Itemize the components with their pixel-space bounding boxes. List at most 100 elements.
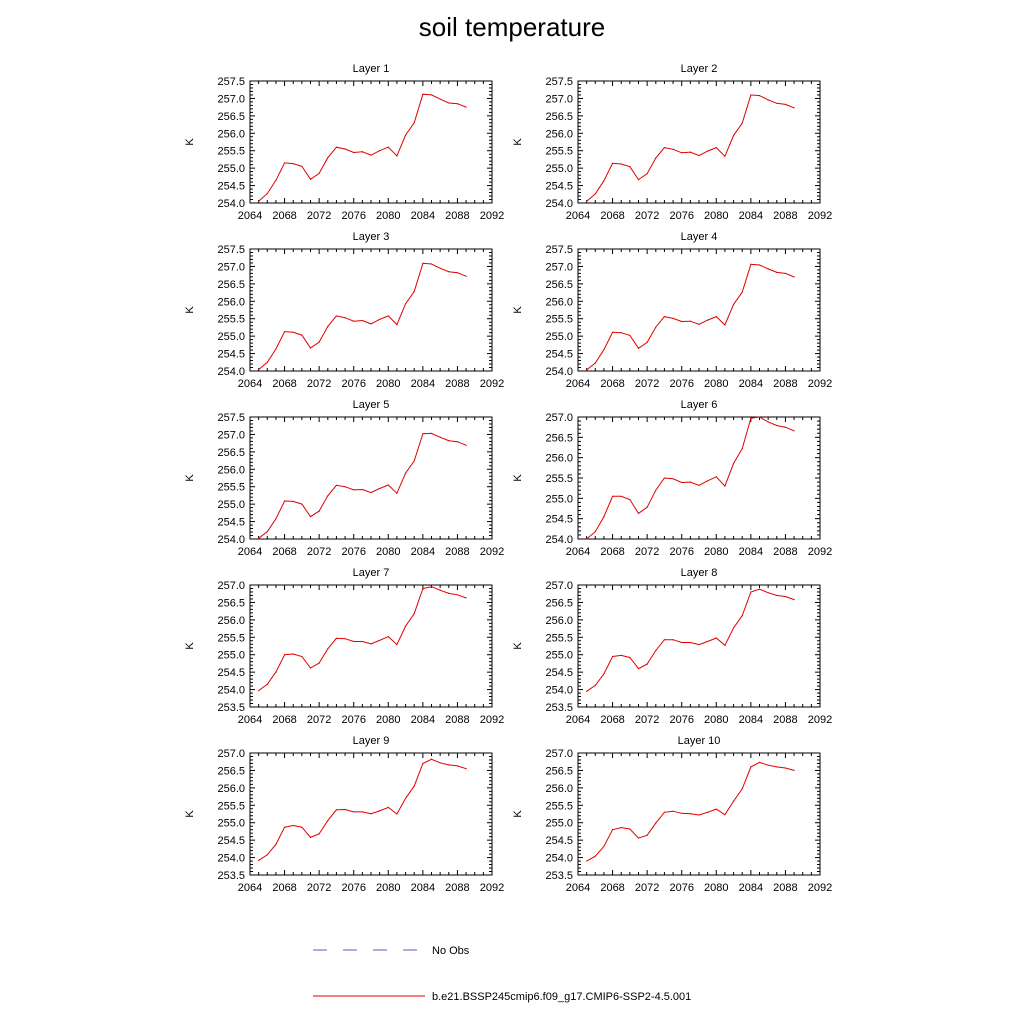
panel-4-series-line	[586, 263, 795, 371]
panel-6-xtick-label: 2092	[808, 546, 832, 558]
panel-5-data-point	[465, 444, 467, 446]
panel-1-data-point	[309, 178, 312, 180]
panel-10-ytick-label: 255.5	[545, 800, 573, 812]
panel-6-data-point	[767, 421, 769, 423]
panel-9-ytick-label: 256.0	[217, 783, 245, 795]
panel-3-data-point	[361, 319, 363, 322]
panel-9-data-point	[379, 810, 381, 812]
panel-10-data-point	[707, 811, 709, 813]
panel-9-data-point	[448, 764, 450, 766]
panel-4-ytick-label: 256.0	[545, 296, 573, 308]
panel-6-data-point	[603, 516, 605, 518]
panel-2-title: Layer 2	[681, 63, 718, 75]
panel-9-data-point	[456, 765, 459, 767]
panel-2-ytick-label: 256.5	[545, 111, 573, 123]
panel-10-xtick-label: 2072	[635, 882, 659, 894]
panel-6-ytick-label: 255.5	[545, 473, 573, 485]
panel-7-ytick-label: 257.0	[217, 580, 245, 592]
panel-3-data-point	[266, 361, 268, 363]
panel-6-data-point	[707, 480, 709, 482]
panel-5-ytick-label: 256.5	[217, 447, 245, 459]
panel-1-data-point	[335, 146, 338, 148]
panel-7-ytick-label: 256.0	[217, 615, 245, 627]
panel-4-data-point	[655, 326, 657, 328]
panel-1-data-point	[422, 93, 424, 95]
panel-3-xtick-label: 2068	[272, 378, 296, 390]
panel-4-ytick-label: 255.0	[545, 331, 573, 343]
panel-6-ytick-label: 255.0	[545, 493, 573, 505]
panel-3-data-point	[439, 267, 441, 269]
panel-3-data-point	[327, 325, 329, 327]
panel-10-data-point	[681, 812, 683, 814]
panel-2-data-point	[793, 107, 795, 109]
panel-6-data-point	[663, 477, 666, 479]
panel-5-data-point	[396, 492, 398, 494]
panel-1-data-point	[370, 154, 372, 156]
panel-6-data-point	[637, 512, 640, 514]
panel-5-data-point	[448, 440, 450, 442]
panel-7-data-point	[370, 643, 372, 645]
panel-7-xtick-label: 2068	[272, 714, 296, 726]
panel-5-ytick-label: 254.5	[217, 517, 245, 529]
panel-3-data-point	[292, 331, 294, 333]
panel-8-data-point	[724, 644, 726, 646]
panel-6-data-point	[594, 531, 596, 533]
panel-9-xtick-label: 2088	[445, 882, 469, 894]
panel-2-frame	[577, 80, 821, 204]
panel-7-xtick-label: 2092	[480, 714, 504, 726]
panel-2-ytick-label: 257.5	[545, 76, 573, 88]
panel-5-data-point	[413, 460, 415, 462]
panel-2-data-point	[681, 152, 683, 154]
panel-5-data-point	[309, 516, 312, 518]
panel-7-data-point	[309, 667, 312, 669]
panel-4-xtick-label: 2064	[566, 378, 590, 390]
panel-8-data-point	[732, 627, 735, 629]
panel-9-data-point	[396, 813, 398, 815]
panel-8-data-point	[629, 656, 631, 659]
panel-8-data-point	[586, 690, 588, 692]
panel-6-ylabel: K	[512, 474, 524, 482]
panel-8-xtick-label: 2076	[669, 714, 693, 726]
panel-8-ytick-label: 257.0	[545, 580, 573, 592]
panel-1-data-point	[327, 157, 329, 159]
panel-8-data-point	[655, 649, 657, 652]
panel-4-data-point	[732, 303, 735, 306]
panel-9-ytick-label: 255.0	[217, 818, 245, 830]
panel-2-data-point	[698, 154, 700, 157]
panel-7-ylabel: K	[184, 642, 196, 650]
panel-3-ytick-label: 254.0	[217, 366, 245, 378]
panel-2-ytick-label: 254.0	[545, 198, 573, 210]
panel-10-data-point	[672, 810, 674, 812]
panel-1-data-point	[361, 151, 363, 153]
panel-7-data-point	[335, 637, 338, 639]
panel-6-data-point	[715, 476, 717, 478]
panel-7-xtick-label: 2084	[411, 714, 435, 726]
panel-2-series-line	[586, 94, 795, 202]
panel-5-data-point	[404, 472, 407, 474]
panel-2-ytick-label: 256.0	[545, 128, 573, 140]
panel-5-series-line	[258, 432, 467, 539]
panel-8-series-line	[586, 588, 795, 692]
panel-6-xtick-label: 2072	[635, 546, 659, 558]
panel-4-data-point	[724, 324, 726, 326]
panel-4-frame	[577, 248, 821, 372]
panel-10-ytick-label: 256.0	[545, 783, 573, 795]
panel-6-data-point	[793, 430, 795, 432]
panel-5-ytick-label: 257.5	[217, 412, 245, 424]
panel-4-data-point	[741, 291, 743, 293]
panel-5-xtick-label: 2092	[480, 546, 504, 558]
panel-9-title: Layer 9	[353, 735, 390, 747]
panel-2-data-point	[707, 150, 709, 152]
panel-3-data-point	[422, 262, 424, 264]
panel-4-xtick-label: 2080	[704, 378, 728, 390]
panel-2-data-point	[672, 148, 674, 150]
panel-6-ytick-label: 256.0	[545, 453, 573, 465]
panel-3-xtick-label: 2076	[341, 378, 365, 390]
panel-6-xtick-label: 2080	[704, 546, 728, 558]
panel-1-data-point	[318, 172, 320, 174]
panel-3-data-point	[344, 317, 346, 319]
panel-7-data-point	[318, 662, 320, 664]
panel-3-data-point	[301, 334, 303, 336]
panel-8-data-point	[689, 641, 691, 644]
panel-7-data-point	[353, 640, 355, 643]
